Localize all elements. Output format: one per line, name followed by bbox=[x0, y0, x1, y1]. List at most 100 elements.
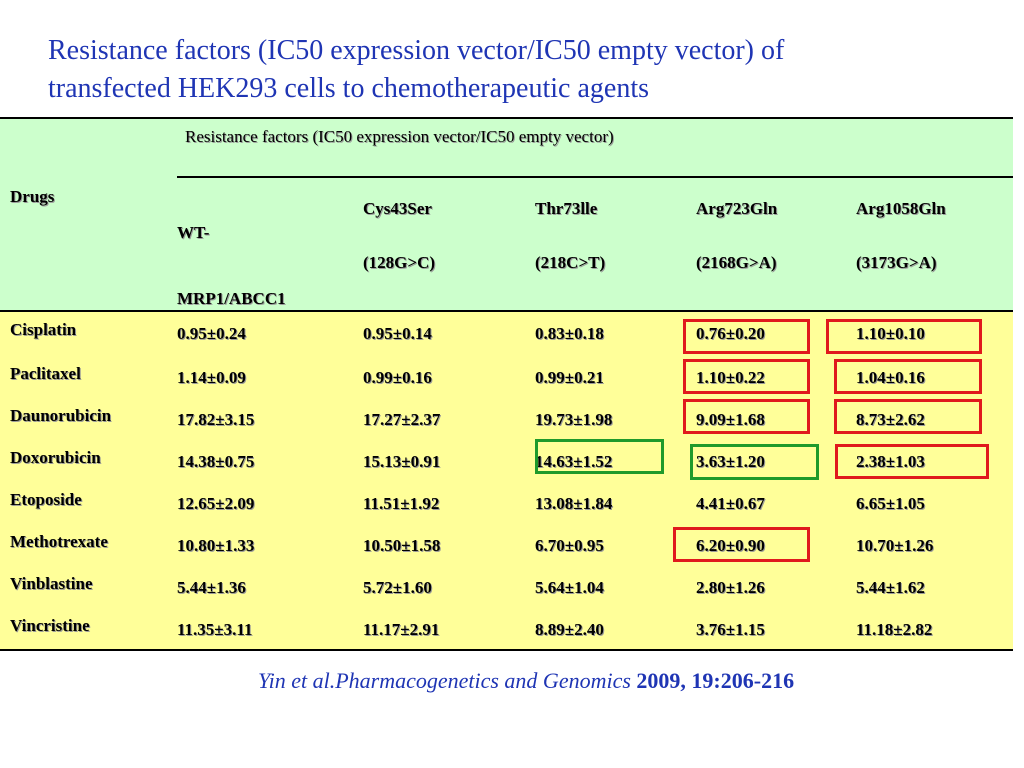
value: 8.89±2.40 bbox=[535, 620, 604, 639]
value-cell: 5.64±1.04 bbox=[535, 566, 696, 608]
highlight-box-red bbox=[683, 399, 810, 434]
value: 14.63±1.52 bbox=[535, 452, 613, 471]
variant-name: Thr73lle bbox=[535, 199, 598, 218]
citation-journal: Yin et al.Pharmacogenetics and Genomics bbox=[258, 668, 631, 693]
value-cell: 10.50±1.58 bbox=[363, 524, 535, 566]
value-cell: 15.13±0.91 bbox=[363, 440, 535, 482]
drug-name: Cisplatin bbox=[10, 320, 77, 339]
variant-header-label: WT- MRP1/ABCC1 bbox=[177, 178, 363, 310]
variant-detail: (3173G>A) bbox=[856, 253, 937, 272]
value-cell: 0.99±0.21 bbox=[535, 356, 696, 398]
value-cell: 3.76±1.15 bbox=[696, 608, 856, 651]
value-cell: 1.10±0.10 bbox=[856, 311, 1014, 356]
value: 1.14±0.09 bbox=[177, 368, 246, 387]
drug-name: Daunorubicin bbox=[10, 406, 112, 425]
value-cell: 0.76±0.20 bbox=[696, 311, 856, 356]
value-cell: 12.65±2.09 bbox=[177, 482, 363, 524]
value: 10.80±1.33 bbox=[177, 536, 255, 555]
drug-name: Vinblastine bbox=[10, 574, 93, 593]
value-cell: 11.35±3.11 bbox=[177, 608, 363, 651]
value: 1.04±0.16 bbox=[856, 368, 925, 387]
variant-header-thr73ile: Thr73lle (218C>T) bbox=[535, 177, 696, 312]
drug-name-cell: Paclitaxel bbox=[0, 356, 177, 398]
value: 13.08±1.84 bbox=[535, 494, 613, 513]
highlight-box-red bbox=[835, 444, 989, 479]
value: 5.64±1.04 bbox=[535, 578, 604, 597]
value-cell: 17.82±3.15 bbox=[177, 398, 363, 440]
value-cell: 10.70±1.26 bbox=[856, 524, 1014, 566]
value: 0.95±0.24 bbox=[177, 324, 246, 343]
value-cell: 11.18±2.82 bbox=[856, 608, 1014, 651]
drugs-header-label: Drugs bbox=[10, 187, 55, 206]
value: 5.72±1.60 bbox=[363, 578, 432, 597]
value: 2.38±1.03 bbox=[856, 452, 925, 471]
value-cell: 11.51±1.92 bbox=[363, 482, 535, 524]
value: 10.50±1.58 bbox=[363, 536, 441, 555]
value: 11.35±3.11 bbox=[177, 620, 253, 639]
highlight-box-green bbox=[535, 439, 664, 474]
variant-header-arg723gln: Arg723Gln (2168G>A) bbox=[696, 177, 856, 312]
table-row: Doxorubicin 14.38±0.75 15.13±0.91 14.63±… bbox=[0, 440, 1014, 482]
resistance-factors-table: Drugs Resistance factors (IC50 expressio… bbox=[0, 117, 1014, 651]
drug-name-cell: Vinblastine bbox=[0, 566, 177, 608]
drug-name: Methotrexate bbox=[10, 532, 108, 551]
value: 1.10±0.10 bbox=[856, 324, 925, 343]
drug-name: Etoposide bbox=[10, 490, 82, 509]
value: 11.18±2.82 bbox=[856, 620, 933, 639]
drug-name-cell: Methotrexate bbox=[0, 524, 177, 566]
variant-name: Cys43Ser bbox=[363, 199, 432, 218]
value-cell: 8.89±2.40 bbox=[535, 608, 696, 651]
value-cell: 13.08±1.84 bbox=[535, 482, 696, 524]
value-cell: 5.44±1.36 bbox=[177, 566, 363, 608]
table-row: Daunorubicin 17.82±3.15 17.27±2.37 19.73… bbox=[0, 398, 1014, 440]
value-cell: 1.14±0.09 bbox=[177, 356, 363, 398]
value-cell: 5.72±1.60 bbox=[363, 566, 535, 608]
variant-detail: (2168G>A) bbox=[696, 253, 777, 272]
value: 17.27±2.37 bbox=[363, 410, 441, 429]
table-row: Etoposide 12.65±2.09 11.51±1.92 13.08±1.… bbox=[0, 482, 1014, 524]
header-row-group: Drugs Resistance factors (IC50 expressio… bbox=[0, 117, 1014, 312]
variant-header-label: Thr73lle (218C>T) bbox=[535, 178, 696, 274]
variant-name: Arg723Gln bbox=[696, 199, 778, 218]
value-cell: 10.80±1.33 bbox=[177, 524, 363, 566]
drug-name: Vincristine bbox=[10, 616, 90, 635]
drug-name-cell: Vincristine bbox=[0, 608, 177, 651]
value: 3.76±1.15 bbox=[696, 620, 765, 639]
citation-volume: 2009, 19:206-216 bbox=[636, 668, 795, 693]
value-cell: 6.65±1.05 bbox=[856, 482, 1014, 524]
value-cell: 19.73±1.98 bbox=[535, 398, 696, 440]
value: 6.65±1.05 bbox=[856, 494, 925, 513]
value: 0.76±0.20 bbox=[696, 324, 765, 343]
variant-header-arg1058gln: Arg1058Gln (3173G>A) bbox=[856, 177, 1014, 312]
highlight-box-red bbox=[683, 359, 810, 394]
value-cell: 6.70±0.95 bbox=[535, 524, 696, 566]
variant-detail: (128G>C) bbox=[363, 253, 436, 272]
table-row: Vincristine 11.35±3.11 11.17±2.91 8.89±2… bbox=[0, 608, 1014, 651]
table-row: Vinblastine 5.44±1.36 5.72±1.60 5.64±1.0… bbox=[0, 566, 1014, 608]
title-line-1: Resistance factors (IC50 expression vect… bbox=[48, 35, 785, 66]
value: 15.13±0.91 bbox=[363, 452, 441, 471]
value: 17.82±3.15 bbox=[177, 410, 255, 429]
value-cell: 2.80±1.26 bbox=[696, 566, 856, 608]
citation: Yin et al.Pharmacogenetics and Genomics … bbox=[258, 668, 794, 694]
highlight-box-red bbox=[834, 399, 982, 434]
highlight-box-red bbox=[834, 359, 982, 394]
value-cell: 14.63±1.52 bbox=[535, 440, 696, 482]
value: 4.41±0.67 bbox=[696, 494, 765, 513]
table-row: Paclitaxel 1.14±0.09 0.99±0.16 0.99±0.21… bbox=[0, 356, 1014, 398]
value: 10.70±1.26 bbox=[856, 536, 934, 555]
title-line-2: transfected HEK293 cells to chemotherape… bbox=[48, 73, 649, 104]
resistance-factors-group-header: Resistance factors (IC50 expression vect… bbox=[177, 117, 1014, 178]
value-cell: 17.27±2.37 bbox=[363, 398, 535, 440]
value-cell: 11.17±2.91 bbox=[363, 608, 535, 651]
drug-name: Doxorubicin bbox=[10, 448, 101, 467]
highlight-box-red bbox=[826, 319, 982, 354]
value-cell: 5.44±1.62 bbox=[856, 566, 1014, 608]
value: 9.09±1.68 bbox=[696, 410, 765, 429]
value: 0.95±0.14 bbox=[363, 324, 432, 343]
value: 11.51±1.92 bbox=[363, 494, 440, 513]
drug-name-cell: Etoposide bbox=[0, 482, 177, 524]
value-cell: 4.41±0.67 bbox=[696, 482, 856, 524]
value: 14.38±0.75 bbox=[177, 452, 255, 471]
value: 0.99±0.21 bbox=[535, 368, 604, 387]
